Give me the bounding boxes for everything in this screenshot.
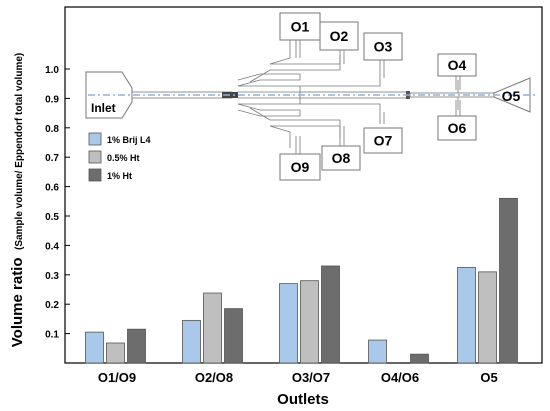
outlet-label: O7 [374, 133, 393, 149]
y-axis-title-sub: (Sample volume/ Eppendorf total volume) [14, 53, 25, 250]
legend-swatch [88, 150, 102, 164]
outlet-label: O5 [502, 88, 521, 104]
bar [203, 292, 222, 364]
bar [85, 331, 104, 364]
x-category-label: O2/O8 [195, 370, 233, 385]
outlet-box [279, 12, 321, 41]
bar [224, 308, 243, 364]
inlet-label: Inlet [91, 101, 116, 115]
bar [499, 197, 518, 364]
bar [279, 283, 298, 364]
legend-label: 1% Ht [107, 171, 132, 181]
bars [85, 197, 518, 364]
legend-label: 1% Brij L4 [107, 135, 151, 145]
outlet-box [279, 153, 321, 181]
bar [127, 328, 146, 364]
x-category-label: O5 [480, 370, 497, 385]
bar [321, 265, 340, 364]
x-category-labels: O1/O9 O2/O8 O3/O7 O4/O6 O5 [98, 370, 498, 385]
outlet-box [321, 145, 361, 171]
outlet-box [363, 32, 403, 61]
bar [182, 319, 201, 364]
outlet-box [363, 127, 403, 154]
outlet-label: O9 [291, 159, 310, 175]
x-category-label: O1/O9 [98, 370, 136, 385]
bar [410, 353, 429, 364]
y-tick-label: 0.5 [45, 212, 59, 223]
y-tick-label: 0.3 [45, 271, 59, 282]
outlet-label: O8 [332, 150, 351, 166]
y-tick-label: 0.1 [45, 330, 59, 341]
y-axis-title: Volume ratio (Sample volume/ Eppendorf t… [9, 53, 26, 347]
outlet-label: O2 [330, 28, 349, 44]
bar [478, 271, 497, 364]
y-ticks: 0.1 0.2 0.3 0.4 0.5 0.6 0.7 0.8 0.9 1.0 [45, 65, 70, 341]
outlet-label: O1 [291, 19, 310, 35]
legend-swatch [88, 168, 102, 182]
bar [368, 339, 387, 364]
y-tick-label: 1.0 [45, 65, 59, 76]
outlet-label: O6 [448, 120, 467, 136]
legend-swatch [88, 132, 102, 146]
bar [300, 280, 319, 364]
y-tick-label: 0.6 [45, 183, 59, 194]
x-category-label: O4/O6 [381, 370, 419, 385]
outlet-box [437, 53, 477, 77]
y-tick-label: 0.9 [45, 94, 59, 105]
y-tick-label: 0.7 [45, 153, 59, 164]
bar [457, 267, 476, 364]
x-category-label: O3/O7 [292, 370, 330, 385]
device-schematic: Inlet [85, 12, 535, 181]
legend: 1% Brij L4 0.5% Ht 1% Ht [88, 132, 151, 182]
outlet-box [319, 21, 359, 51]
outlet-label: O3 [374, 39, 393, 55]
y-tick-label: 0.2 [45, 300, 59, 311]
outlet-box [437, 115, 477, 141]
y-axis-title-main: Volume ratio [9, 257, 26, 347]
svg-text:Volume ratio (Sample vol: Volume ratio (Sample volume/ Eppendorf t… [9, 53, 26, 347]
y-tick-label: 0.4 [45, 241, 59, 252]
outlet-label: O4 [448, 57, 467, 73]
legend-label: 0.5% Ht [107, 153, 140, 163]
bar [106, 342, 125, 364]
y-tick-label: 0.8 [45, 124, 59, 135]
x-axis-title: Outlets [277, 391, 329, 408]
